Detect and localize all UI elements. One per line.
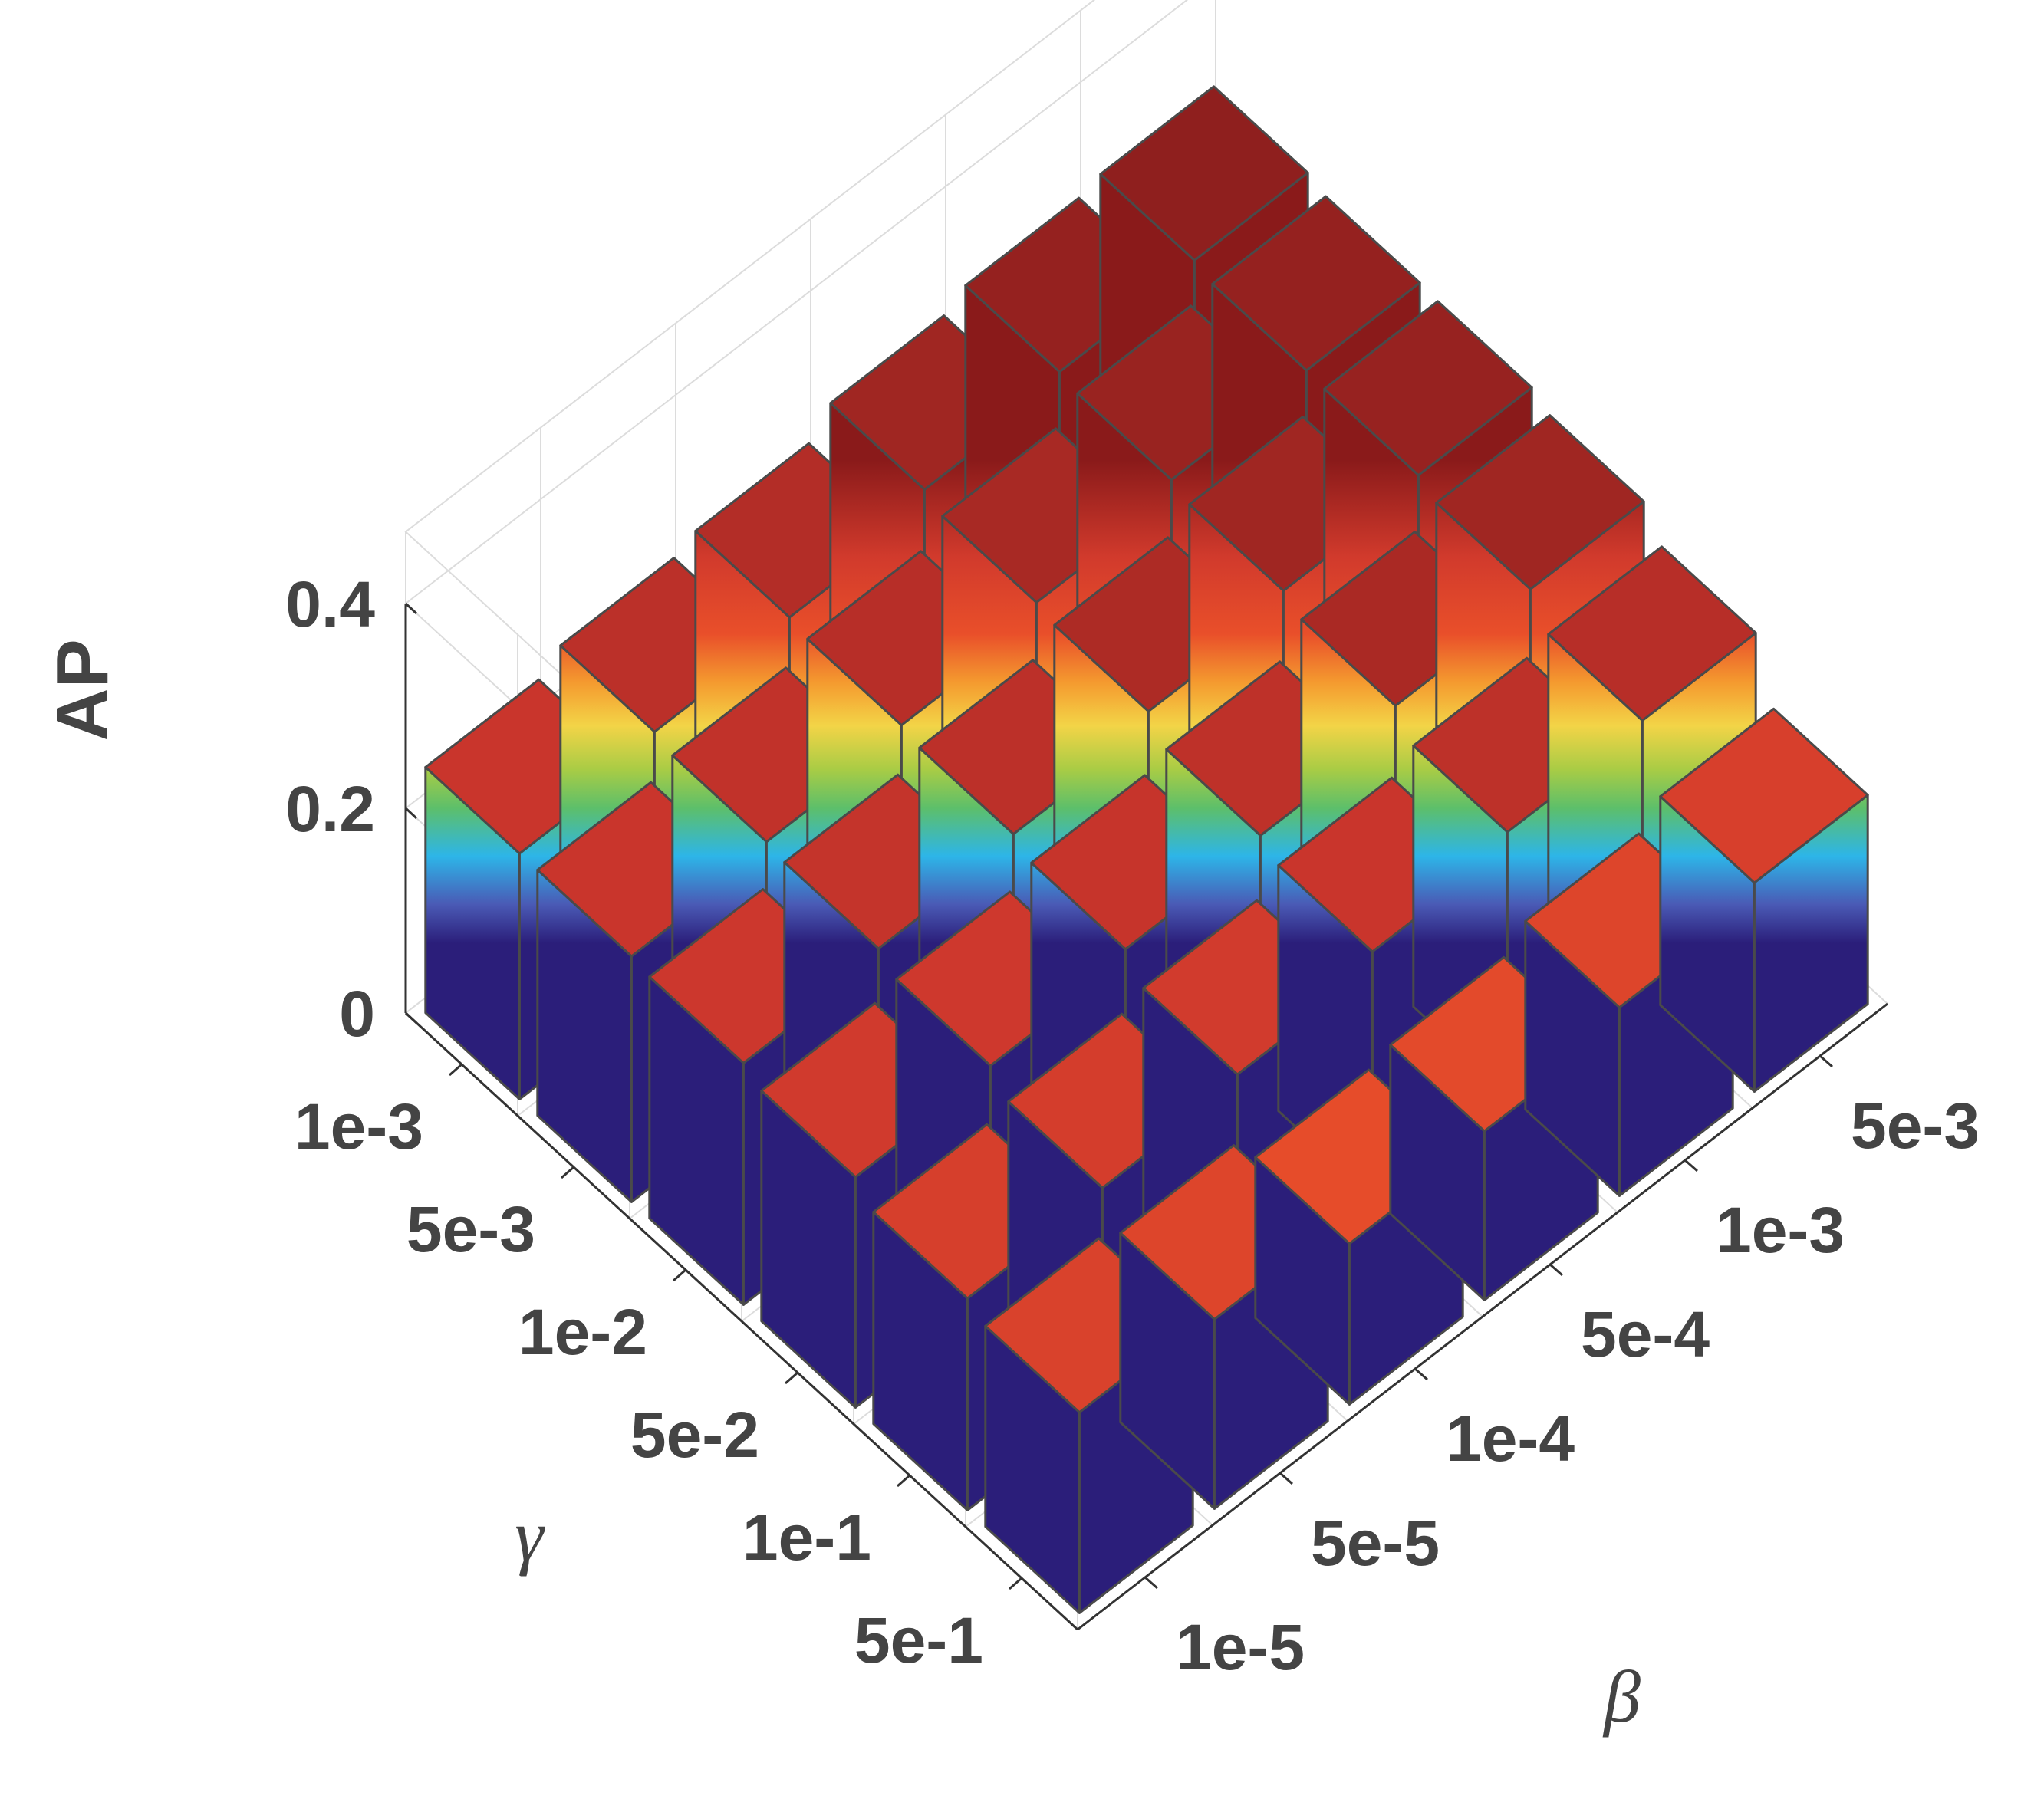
labels-group: AP γ β 00.20.41e-35e-31e-25e-21e-15e-1 1e… xyxy=(41,568,1980,1738)
beta-tick xyxy=(1414,1367,1428,1381)
gamma-tick xyxy=(561,1166,574,1179)
beta-tick-label: 5e-4 xyxy=(1581,1298,1710,1370)
gamma-tick-label: 1e-1 xyxy=(742,1501,871,1574)
z-tick xyxy=(404,602,418,615)
beta-tick xyxy=(1279,1472,1293,1485)
gamma-tick xyxy=(449,1063,462,1077)
y-axis-title: AP xyxy=(41,639,123,741)
gamma-tick-label: 5e-2 xyxy=(630,1399,759,1471)
bars-group xyxy=(424,85,1869,1614)
beta-tick-label: 5e-3 xyxy=(1851,1090,1980,1162)
z-tick xyxy=(404,1011,418,1024)
z-tick-label: 0.4 xyxy=(285,568,375,640)
axes xyxy=(404,602,1888,1631)
beta-tick-label: 1e-4 xyxy=(1446,1403,1575,1475)
gamma-axis-title: γ xyxy=(515,1495,545,1577)
bar-top xyxy=(1211,195,1421,372)
bar-top xyxy=(1435,414,1645,590)
beta-tick xyxy=(1684,1159,1698,1172)
gamma-axis-line xyxy=(404,1011,1079,1631)
bar-top xyxy=(1659,707,1869,884)
gamma-tick-label: 1e-3 xyxy=(295,1090,423,1163)
beta-tick xyxy=(1819,1054,1833,1068)
beta-axis-line xyxy=(1077,1002,1888,1631)
gamma-tick xyxy=(897,1474,910,1488)
beta-tick-label: 1e-5 xyxy=(1176,1611,1305,1683)
bar-5e-1-5e-3 xyxy=(1659,707,1869,1093)
beta-tick-label: 1e-3 xyxy=(1716,1194,1845,1266)
bar-top xyxy=(1323,300,1533,477)
beta-tick-label: 5e-5 xyxy=(1311,1507,1440,1579)
gamma-tick-label: 1e-2 xyxy=(518,1296,647,1368)
z-tick-label: 0 xyxy=(339,978,375,1050)
gamma-tick xyxy=(1009,1577,1022,1590)
gamma-tick xyxy=(673,1268,686,1282)
beta-tick xyxy=(1144,1576,1158,1590)
gamma-tick-label: 5e-1 xyxy=(854,1604,983,1676)
bar-top xyxy=(1547,545,1757,722)
gamma-tick-label: 5e-3 xyxy=(406,1193,535,1265)
z-tick-label: 0.2 xyxy=(285,773,375,845)
bar-top xyxy=(1099,85,1309,261)
beta-axis-title: β xyxy=(1602,1656,1641,1738)
gamma-tick xyxy=(785,1371,798,1385)
beta-tick xyxy=(1549,1263,1563,1277)
z-tick xyxy=(404,807,418,820)
